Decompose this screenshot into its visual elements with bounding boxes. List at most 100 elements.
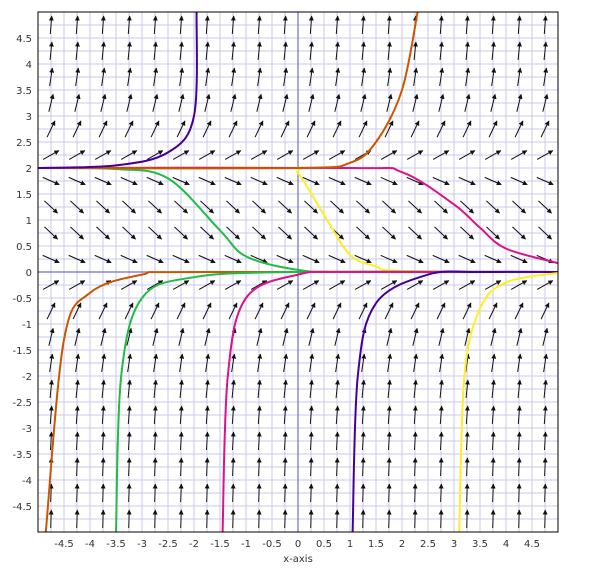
- slope-arrow: [256, 327, 263, 346]
- slope-arrow: [486, 226, 500, 240]
- x-tick-labels: -4.5 -4 -3.5 -3 -2.5 -2 -1.5 -1 -0.5 0 0.5 1 1.5 2 2.5…: [54, 539, 540, 550]
- slope-arrow: [282, 41, 288, 61]
- slope-arrow: [282, 405, 288, 425]
- slope-arrow: [178, 509, 184, 529]
- slope-arrow: [332, 302, 342, 320]
- slope-arrow: [152, 405, 158, 425]
- slope-arrow: [382, 226, 396, 240]
- slope-arrow: [120, 150, 138, 160]
- slope-arrow: [465, 67, 471, 86]
- slope-arrow: [542, 15, 548, 35]
- slope-arrow: [542, 483, 548, 503]
- slope-arrow: [510, 254, 528, 264]
- y-tick-label: 1: [26, 216, 32, 227]
- slope-arrow: [252, 200, 266, 214]
- slope-arrow: [276, 280, 294, 290]
- slope-arrow: [334, 509, 340, 529]
- y-tick-label: 1.5: [16, 190, 32, 201]
- slope-arrow: [458, 176, 476, 186]
- slope-arrow: [278, 226, 292, 240]
- slope-arrow: [75, 67, 81, 86]
- slope-arrow: [490, 483, 496, 503]
- slope-arrow: [127, 67, 133, 86]
- slope-arrow: [438, 483, 444, 503]
- slope-arrow: [98, 120, 108, 138]
- slope-arrow: [204, 327, 211, 346]
- slope-arrow: [256, 15, 262, 35]
- slope-arrow: [68, 150, 86, 160]
- slope-arrow: [256, 379, 262, 399]
- slope-arrow: [74, 93, 81, 112]
- slope-arrow: [484, 176, 502, 186]
- slope-arrow: [516, 15, 522, 35]
- slope-arrow: [302, 176, 320, 186]
- slope-arrow: [70, 200, 84, 214]
- slope-arrow: [94, 254, 112, 264]
- slope-arrow: [179, 67, 185, 86]
- slope-arrow: [490, 93, 497, 112]
- y-tick-label: 0.5: [16, 242, 32, 253]
- slope-arrow: [516, 93, 523, 112]
- slope-arrow: [386, 15, 392, 35]
- slope-arrow: [386, 93, 393, 112]
- slope-arrow: [172, 176, 190, 186]
- slope-arrow: [204, 483, 210, 503]
- slope-arrow: [68, 176, 86, 186]
- slope-arrow: [382, 200, 396, 214]
- slope-arrow: [252, 226, 266, 240]
- slope-arrow: [439, 67, 445, 86]
- slope-arrow: [198, 176, 216, 186]
- slope-arrow: [150, 120, 160, 138]
- slope-arrow: [42, 176, 60, 186]
- y-tick-label: -3.5: [12, 450, 32, 461]
- slope-arrow: [438, 405, 444, 425]
- slope-arrow: [257, 353, 263, 372]
- slope-arrow: [230, 457, 236, 477]
- slope-arrow: [100, 509, 106, 529]
- slope-arrow: [516, 483, 522, 503]
- slope-arrow: [491, 353, 497, 372]
- slope-arrow: [432, 176, 450, 186]
- slope-arrow: [100, 15, 106, 35]
- x-tick-label: 2.5: [420, 539, 436, 550]
- x-tick-label: 2: [399, 539, 405, 550]
- slope-arrow: [178, 405, 184, 425]
- slope-arrow: [412, 41, 418, 61]
- slope-arrow: [536, 150, 554, 160]
- slope-arrow: [540, 302, 550, 320]
- slope-arrow: [152, 431, 158, 451]
- slope-arrow: [204, 509, 210, 529]
- slope-arrow: [410, 302, 420, 320]
- slope-arrow: [176, 302, 186, 320]
- slope-arrow: [146, 280, 164, 290]
- slope-arrow: [152, 483, 158, 503]
- slope-arrow: [282, 15, 288, 35]
- slope-arrow: [536, 176, 554, 186]
- slope-arrow: [334, 483, 340, 503]
- x-tick-label: 3: [451, 539, 457, 550]
- slope-arrow: [406, 150, 424, 160]
- y-tick-label: -0.5: [12, 294, 32, 305]
- slope-arrow: [72, 302, 82, 320]
- slope-arrow: [68, 280, 86, 290]
- slope-arrow: [412, 509, 418, 529]
- slope-arrow: [152, 15, 158, 35]
- y-tick-label: 2.5: [16, 138, 32, 149]
- slope-arrow: [464, 509, 470, 529]
- slope-arrow: [516, 509, 522, 529]
- slope-arrow: [360, 457, 366, 477]
- slope-arrow: [278, 200, 292, 214]
- slope-arrow: [75, 353, 81, 372]
- y-tick-label: -1: [22, 320, 32, 331]
- x-tick-label: 4.5: [524, 539, 540, 550]
- y-tick-label: -2: [22, 372, 32, 383]
- slope-arrow: [74, 457, 80, 477]
- slope-arrow: [386, 405, 392, 425]
- slope-arrow: [178, 93, 185, 112]
- y-tick-label: 0: [26, 268, 32, 279]
- slope-arrow: [256, 483, 262, 503]
- slope-arrow: [412, 379, 418, 399]
- slope-arrow: [224, 176, 242, 186]
- slope-arrow: [510, 280, 528, 290]
- slope-arrow: [308, 93, 315, 112]
